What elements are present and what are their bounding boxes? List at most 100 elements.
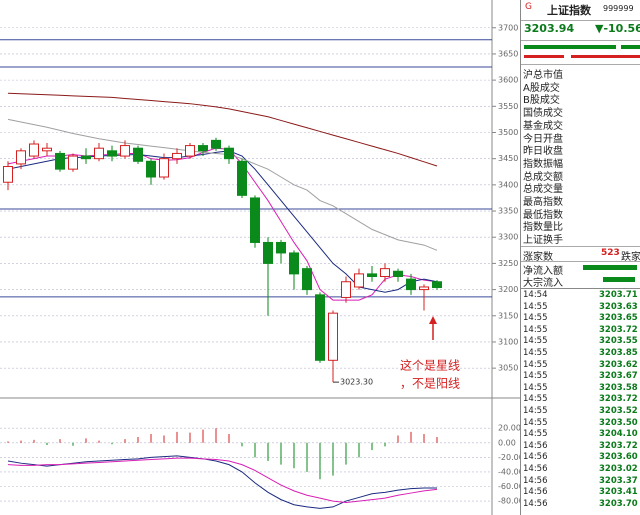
- candle: [224, 145, 234, 164]
- price-row: 3203.94 ▼-10.56: [521, 20, 640, 37]
- tick-list: 14:54 3203.71 14:55 3203.63 14:55 3203.65 14:5…: [521, 288, 640, 509]
- arrow-head: [429, 316, 437, 324]
- candle-body: [107, 150, 117, 157]
- candle-body: [393, 270, 403, 278]
- tick-time: 14:55: [523, 371, 548, 382]
- tick-time: 14:55: [523, 429, 548, 440]
- candle: [3, 161, 13, 191]
- tick-time: 14:56: [523, 452, 548, 463]
- tick-price: 3203.52: [599, 406, 638, 416]
- candle: [211, 137, 221, 151]
- candle-body: [16, 150, 26, 165]
- tick-price: 3203.63: [599, 301, 638, 312]
- bar-green: [524, 45, 616, 49]
- candle-body: [159, 158, 169, 178]
- candle-body: [42, 147, 52, 152]
- candle-body: [120, 145, 130, 157]
- candle-body: [406, 278, 416, 291]
- field-label: 国债成交: [523, 108, 563, 120]
- candle: [120, 140, 130, 159]
- candle: [432, 280, 442, 290]
- y-tick-label: 3650: [498, 49, 518, 58]
- candle-body: [367, 273, 377, 278]
- macd-tick-label: -60.00: [498, 482, 520, 491]
- tick-time: 14:56: [523, 464, 548, 474]
- candle: [55, 150, 65, 172]
- candle: [68, 153, 78, 172]
- field-label: 指数量比: [523, 222, 563, 234]
- candle: [380, 263, 390, 282]
- field-label: 今日开盘: [523, 133, 563, 145]
- tick-time: 14:55: [523, 382, 548, 393]
- tick-price: 3203.70: [599, 498, 638, 509]
- y-tick-label: 3100: [498, 337, 518, 346]
- up-count: 523: [601, 248, 620, 258]
- tick-time: 14:55: [523, 336, 548, 347]
- y-tick-label: 3500: [498, 128, 518, 137]
- candle-body: [302, 268, 312, 291]
- y-tick-label: 3450: [498, 154, 518, 163]
- tick-time: 14:55: [523, 417, 548, 428]
- tick-time: 14:55: [523, 348, 548, 358]
- field-label: 基金成交: [523, 120, 563, 132]
- candle-body: [315, 294, 325, 361]
- ma-line: [7, 118, 438, 251]
- candle: [406, 273, 416, 295]
- price: 3203.94: [524, 22, 575, 35]
- tick-price: 3203.02: [599, 464, 638, 474]
- y-tick-label: 3550: [498, 102, 518, 111]
- candle: [29, 140, 39, 159]
- tick-price: 3203.55: [599, 336, 638, 347]
- candle-body: [250, 197, 260, 243]
- macd-tick-label: -20.00: [498, 453, 520, 462]
- field-label: B股成交: [523, 95, 560, 107]
- candle: [81, 148, 91, 164]
- flow-label: 大宗流入: [523, 278, 563, 289]
- tick-price: 3203.58: [599, 382, 638, 393]
- field-label: 最低指数: [523, 209, 563, 221]
- change: ▼-10.56: [595, 22, 640, 35]
- candle-body: [237, 160, 247, 196]
- candle-body: [289, 252, 299, 275]
- tick-price: 3203.72: [599, 324, 638, 335]
- candle: [419, 284, 429, 311]
- candle-body: [3, 166, 13, 183]
- candle-body: [68, 155, 78, 170]
- tick-time: 14:55: [523, 394, 548, 405]
- tick-price: 3203.71: [599, 290, 638, 300]
- note: 这个是星线: [400, 358, 460, 373]
- mark: G: [525, 2, 532, 12]
- candle-body: [29, 143, 39, 157]
- candle-body: [81, 155, 91, 160]
- ma-line: [7, 92, 438, 167]
- flow-label: 净流入额: [523, 266, 563, 277]
- candle-body: [185, 145, 195, 157]
- candle: [328, 310, 338, 383]
- candle: [185, 142, 195, 159]
- macd-line: [7, 457, 438, 504]
- candle: [172, 148, 182, 164]
- candle-body: [341, 281, 351, 298]
- tick-price: 3203.85: [599, 348, 638, 358]
- candle-body: [263, 241, 273, 264]
- tick-price: 3203.65: [599, 313, 638, 324]
- field-label: 昨日收盘: [523, 146, 563, 158]
- candle-body: [224, 147, 234, 160]
- candle: [341, 276, 351, 303]
- candle-body: [172, 152, 182, 160]
- breadth: 涨家数 523 跌家: [521, 246, 640, 263]
- candle: [250, 195, 260, 248]
- candle-body: [198, 145, 208, 152]
- candle-body: [276, 241, 286, 254]
- macd-tick-label: 0.00: [498, 438, 516, 447]
- candle-body: [380, 268, 390, 278]
- index-code: 999999: [603, 4, 634, 13]
- ma-line: [7, 150, 438, 293]
- tick-time: 14:55: [523, 359, 548, 370]
- field-label: 沪总市值: [523, 70, 563, 81]
- label-list: 沪总市值 A股成交 B股成交 国债成交 基金成交 今日开盘 昨日收盘 指数振幅 总成交额 总成交量…: [521, 64, 640, 246]
- candle: [42, 142, 52, 157]
- bar-red: [524, 55, 564, 58]
- field-label: 最高指数: [523, 197, 563, 208]
